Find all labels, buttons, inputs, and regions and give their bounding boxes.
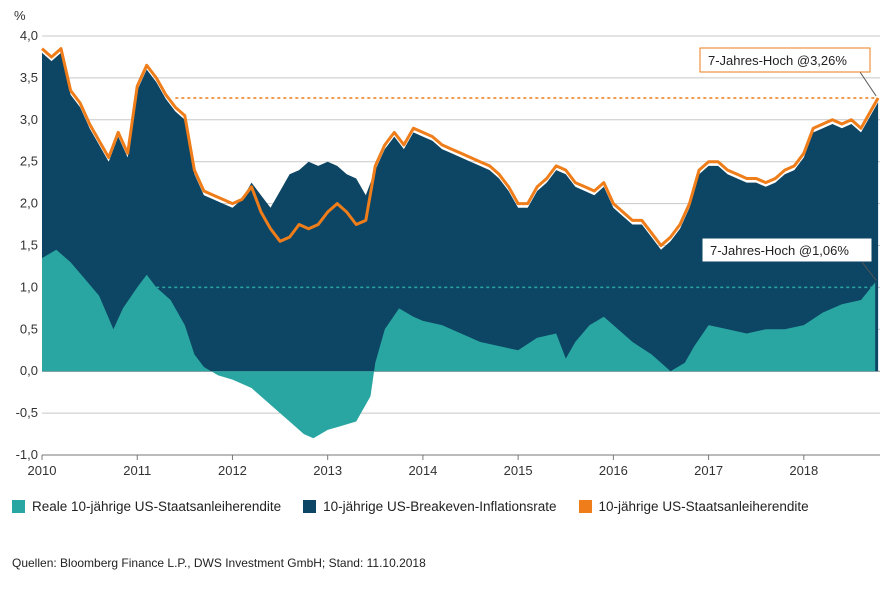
legend-item-breakeven: 10-jährige US-Breakeven-Inflationsrate: [303, 499, 557, 514]
breakeven-area: [42, 52, 879, 372]
legend: Reale 10-jährige US-Staatsanleiherendite…: [12, 499, 831, 514]
legend-swatch-nominal-yield: [578, 500, 592, 513]
x-tick-label: 2018: [789, 463, 818, 478]
y-tick-label: 0,5: [20, 321, 38, 336]
y-tick-label: 2,5: [20, 154, 38, 169]
legend-swatch-breakeven: [303, 500, 317, 513]
callout-label: 7-Jahres-Hoch @1,06%: [710, 243, 849, 258]
x-tick-label: 2017: [694, 463, 723, 478]
annotations: 7-Jahres-Hoch @3,26% 7-Jahres-Hoch @1,06%: [699, 47, 877, 281]
source-note: Quellen: Bloomberg Finance L.P., DWS Inv…: [12, 556, 426, 570]
x-tick-label: 2010: [28, 463, 57, 478]
y-tick-label: 3,0: [20, 112, 38, 127]
real-yield-area: [42, 249, 876, 439]
y-tick-label: 0,0: [20, 363, 38, 378]
x-tick-label: 2012: [218, 463, 247, 478]
callout-label: 7-Jahres-Hoch @3,26%: [708, 53, 847, 68]
y-tick-label: -1,0: [16, 447, 38, 462]
callout-leader: [861, 261, 877, 281]
legend-item-real-yield: Reale 10-jährige US-Staatsanleiherendite: [12, 499, 281, 514]
legend-label-nominal-yield: 10-jährige US-Staatsanleiherendite: [598, 499, 809, 514]
x-tick-label: 2013: [313, 463, 342, 478]
y-tick-label: 4,0: [20, 28, 38, 43]
nominal-yield-line: [41, 47, 880, 247]
x-tick-label: 2014: [408, 463, 437, 478]
legend-swatch-real-yield: [12, 500, 25, 513]
reference-lines: [156, 97, 876, 289]
legend-item-nominal-yield: 10-jährige US-Staatsanleiherendite: [578, 499, 809, 514]
x-tick-label: 2016: [599, 463, 628, 478]
x-tick-label: 2015: [504, 463, 533, 478]
y-tick-label: 1,0: [20, 279, 38, 294]
chart-svg: 4,0 3,5 3,0 2,5 2,0 1,5 1,0 0,5 0,0 -0,5 -1,0% 2010…: [14, 8, 880, 478]
y-tick-label: 1,5: [20, 238, 38, 253]
axes: 4,0 3,5 3,0 2,5 2,0 1,5 1,0 0,5 0,0 -0,5 -1,0% 2010…: [14, 8, 880, 478]
y-axis-unit: %: [14, 8, 26, 23]
callout-leader: [859, 71, 877, 97]
x-tick-label: 2011: [123, 463, 151, 478]
y-tick-label: 3,5: [20, 70, 38, 85]
legend-label-breakeven: 10-jährige US-Breakeven-Inflationsrate: [323, 499, 557, 514]
legend-label-real-yield: Reale 10-jährige US-Staatsanleiherendite: [32, 499, 282, 514]
plot-areas: [41, 47, 880, 439]
y-tick-label: 2,0: [20, 196, 38, 211]
callout-box: [699, 47, 871, 73]
y-tick-label: -0,5: [16, 405, 38, 420]
callout-box: [701, 237, 873, 263]
